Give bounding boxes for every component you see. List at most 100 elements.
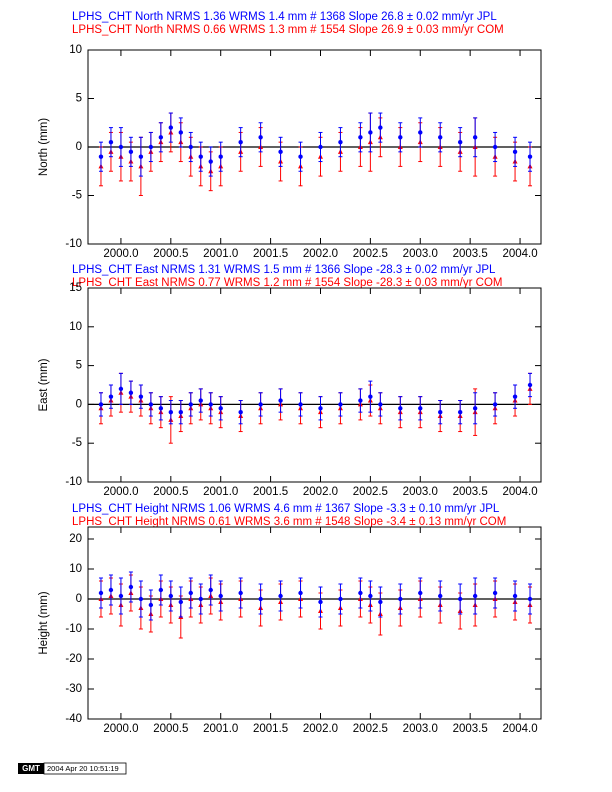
point — [358, 590, 363, 596]
point — [198, 154, 203, 159]
point — [98, 154, 104, 159]
y-tick-label: -10 — [65, 238, 82, 250]
point — [438, 135, 443, 140]
x-tick-label: 2002.0 — [303, 723, 338, 735]
point — [178, 409, 183, 415]
x-tick-label: 2001.0 — [203, 248, 238, 260]
point — [378, 402, 383, 407]
y-tick-label: 0 — [76, 593, 82, 605]
x-tick-label: 2004.0 — [502, 248, 537, 260]
point — [318, 406, 323, 411]
point — [527, 382, 533, 388]
point — [148, 602, 154, 608]
point — [258, 596, 263, 602]
point — [258, 402, 263, 407]
point — [368, 593, 373, 599]
point — [208, 587, 213, 593]
point — [512, 149, 518, 155]
x-tick-label: 2003.0 — [403, 723, 438, 735]
point — [128, 149, 134, 155]
point — [98, 402, 104, 407]
point — [278, 593, 283, 599]
point — [472, 135, 478, 140]
x-tick-label: 2000.5 — [153, 486, 188, 498]
x-tick-label: 2001.0 — [203, 723, 238, 735]
point — [418, 130, 423, 135]
point — [472, 406, 478, 411]
point — [298, 154, 303, 159]
point — [138, 394, 144, 399]
x-tick-label: 2003.0 — [403, 486, 438, 498]
point — [208, 159, 213, 164]
point — [298, 590, 303, 596]
point — [138, 154, 144, 159]
legend-entry: LPHS_CHT Height NRMS 0.61 WRMS 3.6 mm # … — [72, 516, 506, 528]
x-tick-label: 2003.5 — [453, 723, 488, 735]
point — [398, 135, 403, 140]
y-axis-label: East (mm) — [38, 358, 50, 411]
y-tick-label: 10 — [69, 44, 82, 56]
x-tick-label: 2000.0 — [103, 248, 138, 260]
point — [492, 144, 498, 150]
point — [208, 402, 213, 407]
point — [178, 599, 183, 605]
point — [338, 596, 343, 602]
plot-frame — [87, 287, 542, 483]
point — [358, 135, 363, 140]
y-tick-label: -5 — [72, 437, 82, 449]
point — [278, 149, 283, 155]
point — [138, 596, 144, 602]
plot-frame — [87, 49, 542, 245]
x-tick-label: 2000.0 — [103, 723, 138, 735]
x-tick-label: 2002.0 — [303, 486, 338, 498]
point — [527, 596, 533, 602]
y-tick-label: -10 — [65, 623, 82, 635]
x-tick-label: 2000.5 — [153, 723, 188, 735]
point — [338, 139, 343, 145]
point — [118, 593, 124, 599]
x-tick-label: 2001.0 — [203, 486, 238, 498]
point — [512, 593, 518, 599]
point — [158, 135, 164, 140]
point — [318, 599, 323, 605]
point — [148, 402, 154, 407]
point — [472, 593, 478, 599]
x-tick-label: 2002.5 — [353, 723, 388, 735]
point — [118, 144, 124, 150]
y-tick-label: 10 — [69, 321, 82, 333]
point — [188, 402, 193, 407]
gmt-logo: GMT — [22, 764, 40, 773]
point — [438, 593, 443, 599]
y-tick-label: 5 — [76, 93, 82, 105]
point — [368, 394, 373, 399]
x-tick-label: 2001.5 — [253, 248, 288, 260]
legend-entry: LPHS_CHT Height NRMS 1.06 WRMS 4.6 mm # … — [72, 503, 500, 515]
plot-frame — [87, 526, 542, 720]
point — [318, 144, 323, 150]
y-tick-label: 20 — [69, 533, 82, 545]
point — [457, 596, 463, 602]
x-tick-label: 2003.0 — [403, 248, 438, 260]
x-tick-label: 2000.0 — [103, 486, 138, 498]
point — [258, 135, 263, 140]
timestamp-box — [43, 762, 127, 775]
x-tick-label: 2003.5 — [453, 486, 488, 498]
point — [168, 593, 174, 599]
x-tick-label: 2003.5 — [453, 248, 488, 260]
point — [218, 154, 223, 159]
timestamp: 2004 Apr 20 10:51:19 — [47, 764, 119, 773]
y-tick-label: 10 — [69, 563, 82, 575]
point — [378, 125, 383, 130]
point — [178, 130, 183, 135]
point — [158, 587, 164, 593]
y-tick-label: -20 — [65, 653, 82, 665]
point — [108, 139, 114, 145]
point — [457, 409, 463, 415]
point — [118, 386, 124, 392]
point — [378, 599, 383, 605]
y-tick-label: 5 — [76, 360, 82, 372]
legend-entry: LPHS_CHT North NRMS 0.66 WRMS 1.3 mm # 1… — [72, 24, 504, 36]
point — [527, 154, 533, 159]
x-tick-label: 2001.5 — [253, 486, 288, 498]
